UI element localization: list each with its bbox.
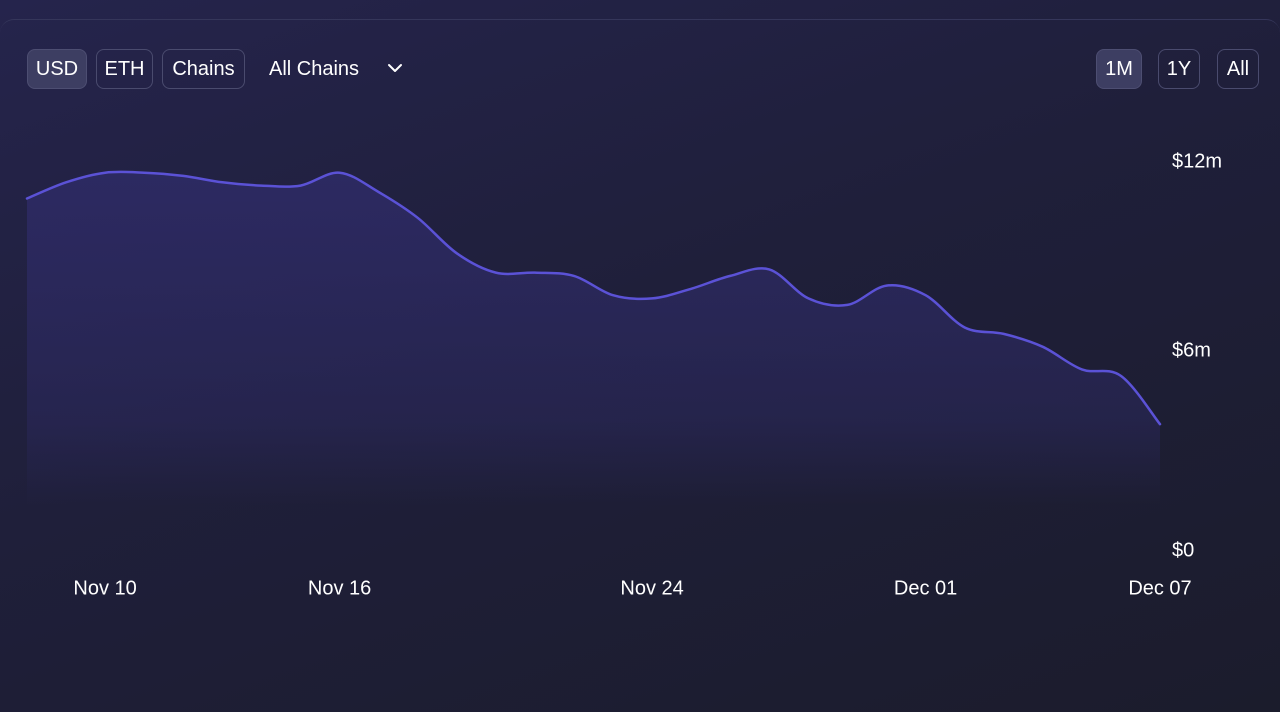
data-point-23 — [924, 294, 927, 297]
data-point-3 — [143, 171, 146, 174]
chain-select-value: All Chains — [269, 57, 360, 80]
data-point-2 — [104, 171, 107, 174]
data-point-14 — [573, 274, 576, 277]
x-tick-label: Nov 24 — [620, 577, 683, 599]
x-tick-label: Nov 16 — [308, 577, 371, 599]
data-point-20 — [807, 297, 810, 300]
data-point-25 — [1002, 332, 1005, 335]
data-point-22 — [885, 284, 888, 287]
data-point-15 — [612, 294, 615, 297]
eth-button[interactable]: ETH — [96, 49, 153, 89]
data-point-21 — [846, 303, 849, 306]
data-point-27 — [1080, 368, 1083, 371]
x-tick-label: Nov 10 — [73, 577, 136, 599]
data-point-29 — [1159, 423, 1162, 426]
data-point-13 — [533, 271, 536, 274]
x-tick-label: Dec 07 — [1128, 577, 1191, 599]
data-point-1 — [65, 181, 68, 184]
data-point-19 — [768, 268, 771, 271]
chevron-down-icon — [386, 59, 404, 83]
y-tick-label: $6m — [1172, 339, 1211, 361]
y-tick-label: $12m — [1172, 150, 1222, 172]
data-point-6 — [260, 184, 263, 187]
data-point-8 — [338, 171, 341, 174]
chart-card — [0, 19, 1280, 712]
data-point-11 — [455, 252, 458, 255]
data-point-18 — [729, 274, 732, 277]
data-point-7 — [299, 184, 302, 187]
usd-button[interactable]: USD — [27, 49, 87, 89]
data-point-17 — [690, 287, 693, 290]
chains-button[interactable]: Chains — [162, 49, 245, 89]
range-all-button[interactable]: All — [1217, 49, 1259, 89]
data-point-26 — [1041, 345, 1044, 348]
data-point-5 — [221, 181, 224, 184]
chain-select[interactable]: All Chains — [262, 49, 412, 89]
data-point-4 — [182, 174, 185, 177]
series-line — [25, 170, 1162, 426]
y-tick-label: $0 — [1172, 539, 1194, 561]
data-point-12 — [494, 271, 497, 274]
range-1m-button[interactable]: 1M — [1096, 49, 1142, 89]
x-tick-label: Dec 01 — [894, 577, 957, 599]
range-1y-button[interactable]: 1Y — [1158, 49, 1200, 89]
area-fill — [27, 171, 1160, 505]
data-point-16 — [651, 297, 654, 300]
data-point-9 — [377, 191, 380, 194]
data-point-0 — [26, 197, 29, 200]
data-point-24 — [963, 326, 966, 329]
data-point-10 — [416, 216, 419, 219]
data-point-28 — [1119, 374, 1122, 377]
